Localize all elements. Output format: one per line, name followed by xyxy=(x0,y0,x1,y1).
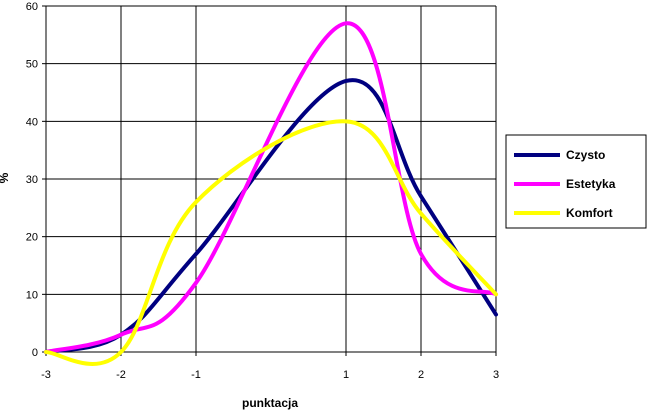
series-lines xyxy=(44,21,498,366)
legend-label-estetyka: Estetyka xyxy=(566,177,616,191)
y-tick-label: 60 xyxy=(26,1,38,13)
legend: Czysto Estetyka Komfort xyxy=(505,134,647,229)
y-tick-label: 40 xyxy=(26,116,38,128)
legend-label-czysto: Czysto xyxy=(566,148,605,162)
x-tick-label: -2 xyxy=(116,369,126,381)
series-line-komfort xyxy=(44,119,498,366)
y-axis-title: % xyxy=(0,172,11,183)
x-tick-label: 3 xyxy=(493,369,499,381)
x-tick-label: 1 xyxy=(343,369,349,381)
y-tick-label: 10 xyxy=(26,289,38,301)
x-tick-labels: -3 -2 -1 1 2 3 xyxy=(41,369,499,381)
series-line-estetyka xyxy=(44,21,498,354)
y-tick-label: 20 xyxy=(26,232,38,244)
y-tick-labels: 0 10 20 30 40 50 60 xyxy=(26,1,38,359)
axes xyxy=(42,5,497,356)
x-tick-label: -1 xyxy=(191,369,201,381)
grid-lines xyxy=(45,5,497,353)
x-axis-title: punktacja xyxy=(242,396,298,410)
y-tick-label: 30 xyxy=(26,174,38,186)
x-tick-label: -3 xyxy=(41,369,51,381)
y-tick-label: 0 xyxy=(32,347,38,359)
y-tick-label: 50 xyxy=(26,59,38,71)
legend-label-komfort: Komfort xyxy=(566,206,613,220)
x-tick-label: 2 xyxy=(418,369,424,381)
